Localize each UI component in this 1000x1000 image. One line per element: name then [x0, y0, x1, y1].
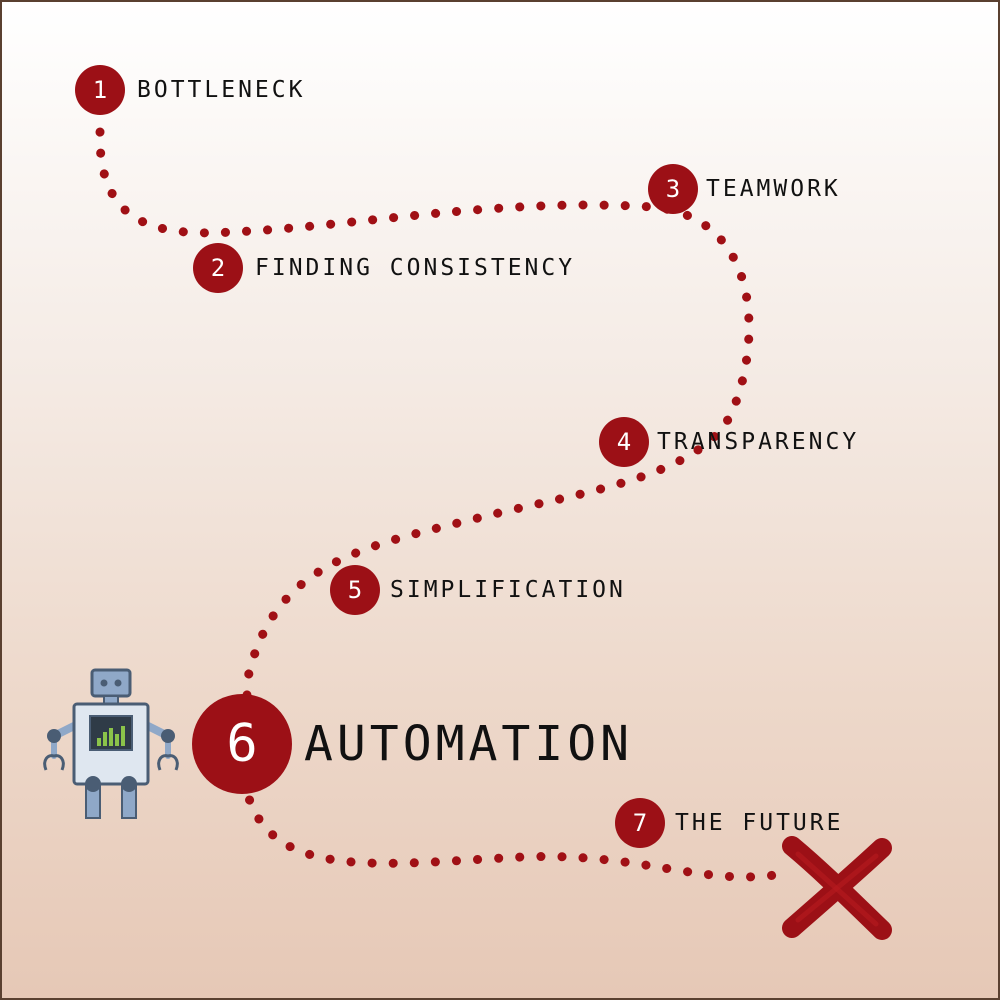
step-2-label: FINDING CONSISTENCY	[255, 255, 576, 281]
step-7-label: THE FUTURE	[675, 810, 844, 836]
x-mark-icon	[782, 836, 892, 940]
step-6-badge: 6	[192, 694, 292, 794]
step-4-badge: 4	[599, 417, 649, 467]
step-3: 3 TEAMWORK	[648, 164, 841, 214]
step-2: 2 FINDING CONSISTENCY	[193, 243, 575, 293]
step-4: 4 TRANSPARENCY	[599, 417, 859, 467]
robot-icon	[43, 668, 179, 819]
step-4-label: TRANSPARENCY	[657, 429, 860, 455]
step-5: 5 SIMPLIFICATION	[330, 565, 626, 615]
step-1: 1 BOTTLENECK	[75, 65, 305, 115]
step-6: 6 AUTOMATION	[192, 694, 633, 794]
step-6-label: AUTOMATION	[304, 716, 633, 772]
step-5-badge: 5	[330, 565, 380, 615]
step-1-badge: 1	[75, 65, 125, 115]
step-5-label: SIMPLIFICATION	[390, 577, 626, 603]
step-7-badge: 7	[615, 798, 665, 848]
step-3-label: TEAMWORK	[706, 176, 841, 202]
step-3-badge: 3	[648, 164, 698, 214]
step-2-badge: 2	[193, 243, 243, 293]
step-7: 7 THE FUTURE	[615, 798, 843, 848]
step-1-label: BOTTLENECK	[137, 77, 306, 103]
